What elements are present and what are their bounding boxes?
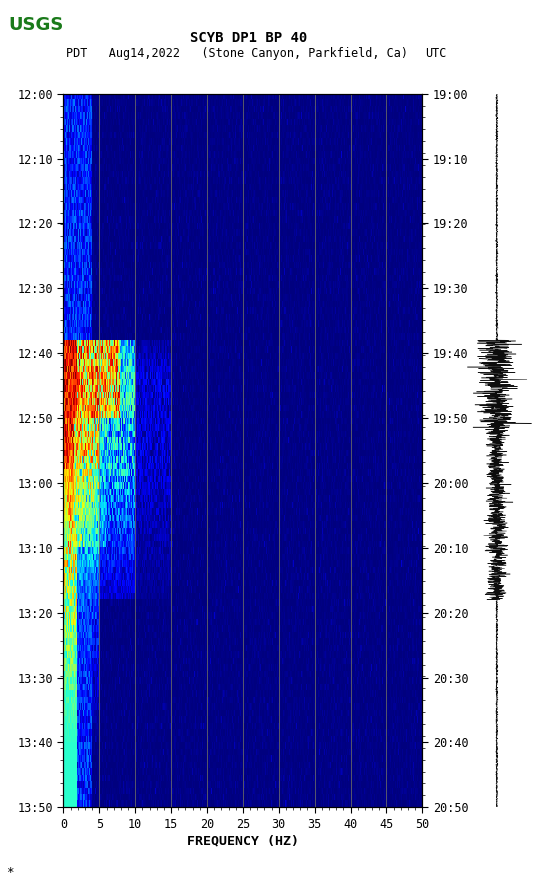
Text: *: * <box>6 866 13 879</box>
Text: SCYB DP1 BP 40: SCYB DP1 BP 40 <box>190 31 307 45</box>
Text: UTC: UTC <box>425 47 447 60</box>
Text: PDT   Aug14,2022   (Stone Canyon, Parkfield, Ca): PDT Aug14,2022 (Stone Canyon, Parkfield,… <box>66 47 408 60</box>
Text: USGS: USGS <box>8 16 63 34</box>
X-axis label: FREQUENCY (HZ): FREQUENCY (HZ) <box>187 835 299 847</box>
